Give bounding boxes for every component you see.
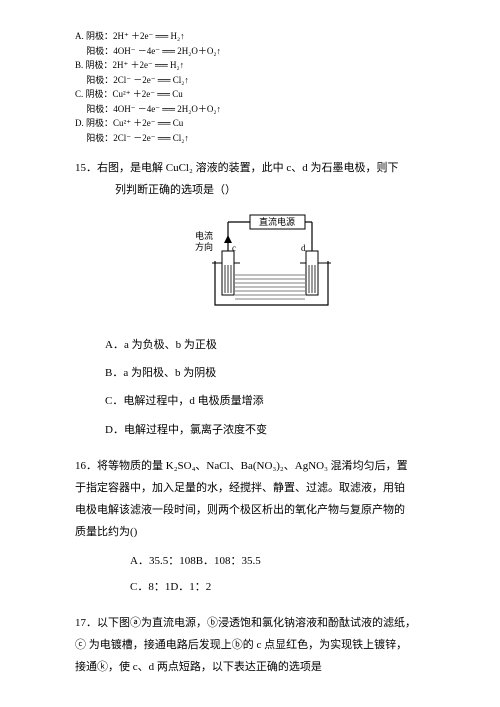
eq-d-cathode: D. 阴极：Cu²⁺ ＋2e⁻ ══ Cu — [75, 117, 440, 131]
q16-line3: 电极电解该滤液一段时间，则两个极区析出的氧化产物与复原产物的 — [75, 499, 440, 521]
q16-opt-ab: A．35.5：108B．108：35.5 — [130, 549, 440, 573]
question-15: 15．右图，是电解 CuCl₂ 溶液的装置，此中 c、d 为石墨电极，则下 列判… — [75, 157, 440, 201]
q17-line1: 17．以下图ⓐ为直流电源，ⓑ浸透饱和氯化钠溶液和酚酞试液的滤纸， — [75, 612, 440, 634]
eq-b-anode: 阳极：2Cl⁻ －2e⁻ ══ Cl₂↑ — [75, 74, 440, 88]
q15-line1: 15．右图，是电解 CuCl₂ 溶液的装置，此中 c、d 为石墨电极，则下 — [75, 157, 440, 179]
question-17: 17．以下图ⓐ为直流电源，ⓑ浸透饱和氯化钠溶液和酚酞试液的滤纸， ⓒ 为电镀槽，… — [75, 612, 440, 678]
power-label: 直流电源 — [259, 216, 295, 227]
eq-b-cathode: B. 阴极：2H⁺ ＋2e⁻ ══ H₂↑ — [75, 59, 440, 73]
electrolysis-diagram: 直流电源 电流 方向 c d — [75, 213, 440, 320]
q17-line3: 接通ⓚ，使 c、d 两点短路，以下表达正确的选项是 — [75, 656, 440, 678]
q15-opt-c: C．电解过程中，d 电极质量增添 — [105, 388, 440, 414]
q16-options: A．35.5：108B．108：35.5 C．8：1D．1：2 — [130, 549, 440, 599]
node-d: d — [301, 243, 306, 253]
q15-line2: 列判断正确的选项是（） — [115, 179, 440, 201]
eq-c-anode: 阳极：4OH⁻ －4e⁻ ══ 2H₂O＋O₂↑ — [75, 103, 440, 117]
eq-a-anode: 阳极：4OH⁻ －4e⁻ ══ 2H₂O＋O₂↑ — [75, 45, 440, 59]
q16-opt-cd: C．8：1D．1：2 — [130, 575, 440, 599]
eq-d-anode: 阳极：2Cl⁻ －2e⁻ ══ Cl₂↑ — [75, 132, 440, 146]
eq-a-cathode: A. 阴极：2H⁺ ＋2e⁻ ══ H₂↑ — [75, 30, 440, 44]
q16-line2: 于指定容器中，加入足量的水，经搅拌、静置、过滤。取滤液，用铂 — [75, 477, 440, 499]
eq-c-cathode: C. 阴极：Cu²⁺ ＋2e⁻ ══ Cu — [75, 88, 440, 102]
current-label-1: 电流 — [195, 230, 213, 241]
q15-opt-a: A．a 为负极、b 为正极 — [105, 332, 440, 358]
q15-opt-d: D．电解过程中，氯离子浓度不变 — [105, 417, 440, 443]
question-16: 16．将等物质的量 K₂SO₄、NaCl、Ba(NO₃)₂、AgNO₃ 混淆均匀… — [75, 455, 440, 543]
q16-line4: 质量比约为() — [75, 521, 440, 543]
current-label-2: 方向 — [195, 241, 213, 252]
q15-opt-b: B．a 为阳极、b 为阴极 — [105, 360, 440, 386]
q17-line2: ⓒ 为电镀槽，接通电路后发现上ⓑ的 c 点显红色，为实现铁上镀锌， — [75, 634, 440, 656]
q16-line1: 16．将等物质的量 K₂SO₄、NaCl、Ba(NO₃)₂、AgNO₃ 混淆均匀… — [75, 455, 440, 477]
q15-options: A．a 为负极、b 为正极 B．a 为阳极、b 为阴极 C．电解过程中，d 电极… — [105, 332, 440, 444]
